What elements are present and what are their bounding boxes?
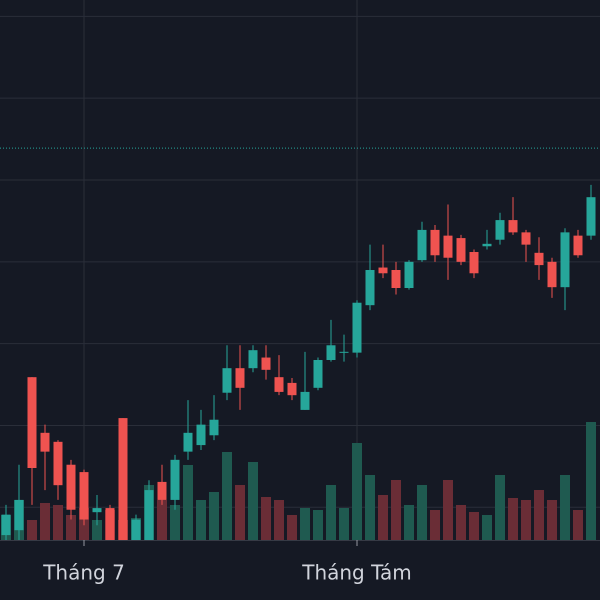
volume-bar [274, 500, 284, 540]
candle-body [339, 351, 349, 353]
volume-bar [352, 443, 362, 540]
candle-body [27, 377, 37, 468]
candle-body [131, 519, 141, 540]
candle-body [430, 229, 440, 256]
candle-body [547, 261, 557, 288]
candle-body [495, 220, 505, 240]
volume-bar [443, 480, 453, 540]
volume-bar [170, 505, 180, 540]
volume-bar [222, 452, 232, 540]
volume-bar [560, 475, 570, 540]
volume-bar [391, 480, 401, 540]
volume-bar [300, 508, 310, 540]
x-tick-label: Tháng Tám [301, 561, 412, 585]
volume-bar [404, 505, 414, 540]
candle-body [404, 261, 414, 288]
candle-body [456, 238, 466, 262]
candle-body [365, 270, 375, 306]
volume-bar [495, 475, 505, 540]
volume-bar [365, 475, 375, 540]
candle-body [586, 197, 596, 236]
candle-body [482, 243, 492, 247]
candle-body [53, 441, 63, 486]
candle-body [326, 345, 336, 360]
volume-bar [313, 510, 323, 540]
volume-bar [326, 485, 336, 540]
volume-bar [456, 505, 466, 540]
volume-bar [66, 515, 76, 540]
volume-bar [573, 510, 583, 540]
candle-body [157, 481, 167, 500]
candle-body [235, 368, 245, 388]
candle-body [391, 270, 401, 288]
volume-bar [248, 462, 258, 540]
candle-body [534, 252, 544, 266]
candle-body [92, 508, 102, 513]
volume-bar [547, 500, 557, 540]
volume-bar [430, 510, 440, 540]
volume-bar [235, 485, 245, 540]
time-axis [0, 540, 600, 600]
candle-body [287, 382, 297, 396]
candle-body [40, 432, 50, 452]
candle-body [196, 424, 206, 446]
candle-body [352, 302, 362, 353]
volume-bar [534, 490, 544, 540]
candle-body [1, 514, 11, 536]
candle-body [14, 499, 24, 531]
volume-bar [378, 495, 388, 540]
candle-body [209, 419, 219, 436]
candle-body [313, 360, 323, 388]
volume-bar [261, 497, 271, 540]
volume-bar [521, 500, 531, 540]
candle-body [144, 490, 154, 540]
candle-body [573, 235, 583, 256]
volume-bar [469, 512, 479, 540]
candle-body [170, 459, 180, 500]
candle-body [521, 232, 531, 245]
candle-body [443, 235, 453, 258]
volume-bar [287, 515, 297, 540]
volume-bar [508, 498, 518, 540]
volume-bar [209, 492, 219, 540]
volume-bar [27, 520, 37, 540]
volume-bar [417, 485, 427, 540]
volume-bar [53, 505, 63, 540]
volume-bar [586, 422, 596, 540]
candle-body [248, 350, 258, 369]
candle-body [105, 508, 115, 540]
volume-bar [157, 500, 167, 540]
volume-bar [339, 508, 349, 540]
candle-body [66, 464, 76, 510]
x-tick-label: Tháng 7 [42, 561, 125, 585]
candle-body [118, 418, 128, 540]
volume-bar [183, 465, 193, 540]
candle-body [261, 357, 271, 370]
volume-bar [40, 503, 50, 540]
candle-body [560, 232, 570, 288]
candle-body [79, 472, 89, 520]
candle-body [300, 391, 310, 410]
candle-body [183, 432, 193, 452]
candle-body [469, 252, 479, 274]
candle-body [222, 368, 232, 393]
volume-bar [196, 500, 206, 540]
candle-body [274, 377, 284, 392]
candle-body [508, 220, 518, 233]
volume-bar [482, 515, 492, 540]
candle-body [378, 267, 388, 274]
candle-body [417, 229, 427, 261]
volume-bar [92, 520, 102, 540]
